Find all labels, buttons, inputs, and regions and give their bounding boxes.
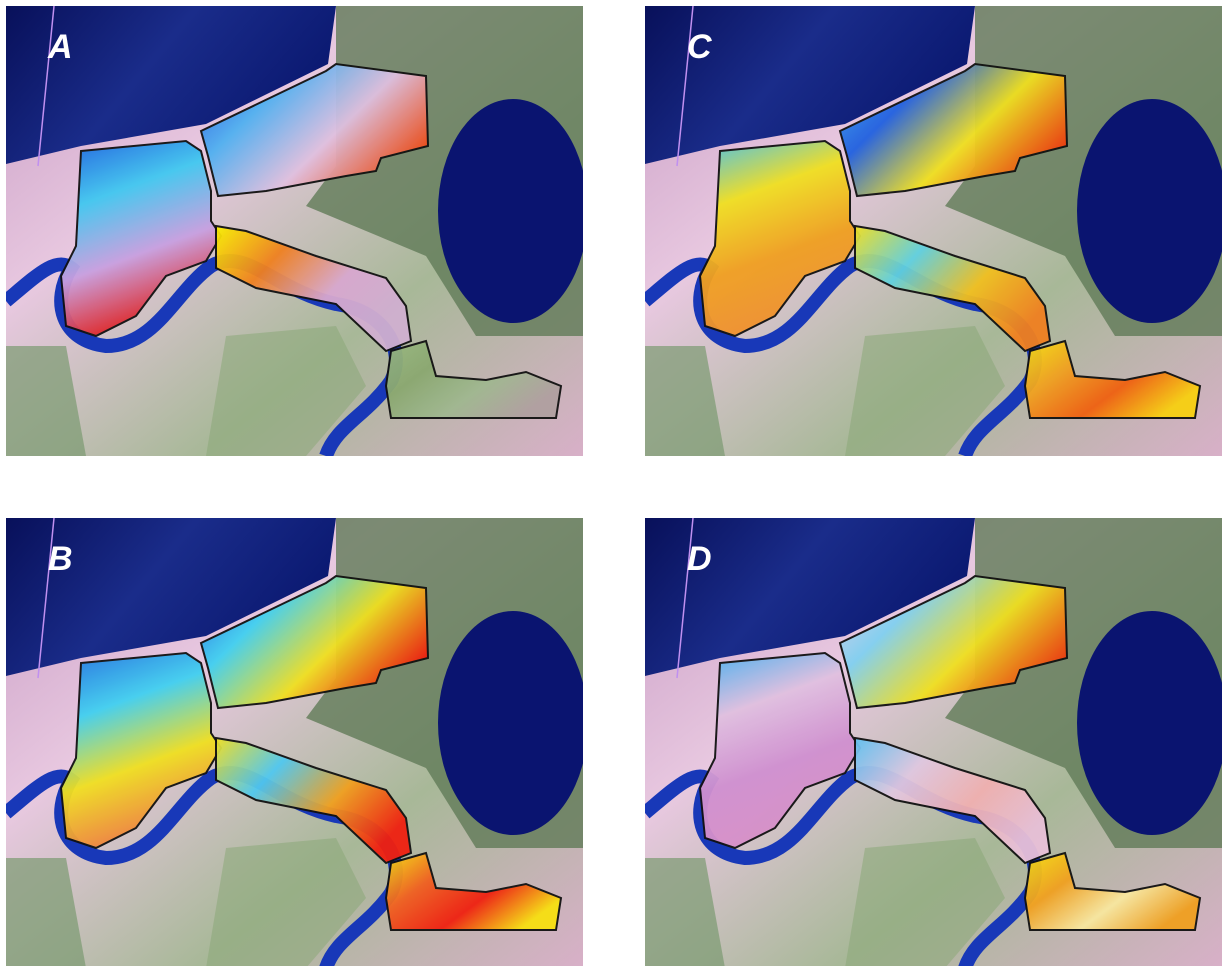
figure: ABCD (() => { const data = JSON.parse(do…	[0, 0, 1224, 966]
panel-label: A	[47, 28, 73, 66]
lake-borgne	[1077, 611, 1222, 835]
lake-borgne	[438, 99, 583, 323]
panel-label: B	[48, 540, 73, 578]
map-panel: D	[645, 518, 1222, 966]
panel-label: C	[687, 28, 712, 66]
panel-label: D	[687, 540, 712, 578]
map-panel: C	[645, 6, 1222, 456]
lake-borgne	[438, 611, 583, 835]
map-panel: B	[6, 518, 583, 966]
map-panel: A	[6, 6, 583, 456]
lake-borgne	[1077, 99, 1222, 323]
